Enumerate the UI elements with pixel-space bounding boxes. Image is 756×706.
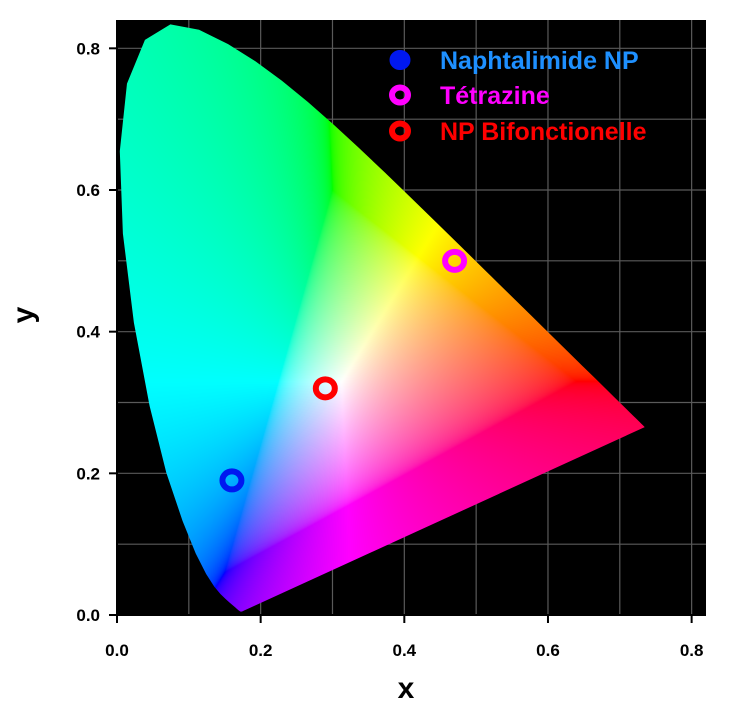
x-tick-label: 0.0 (105, 641, 129, 660)
y-axis-title: y (7, 306, 40, 323)
legend-label: Tétrazine (440, 82, 550, 110)
y-tick-label: 0.4 (76, 323, 100, 342)
legend-label: NP Bifonctionelle (440, 118, 647, 146)
legend-label: Naphtalimide NP (440, 47, 639, 75)
legend-marker (389, 84, 411, 106)
x-tick-label: 0.6 (536, 641, 560, 660)
y-tick-label: 0.8 (76, 39, 100, 58)
legend-marker (389, 50, 411, 70)
data-point-marker (442, 248, 468, 273)
y-tick-label: 0.2 (76, 464, 100, 483)
data-markers (219, 248, 468, 493)
data-point-marker (312, 376, 338, 401)
x-tick-label: 0.4 (392, 641, 416, 660)
legend-marker (389, 120, 411, 142)
axes: 0.0 0.2 0.4 0.6 0.8 0.0 0.2 0.4 0.6 0.8 (76, 20, 706, 660)
x-axis-title: x (398, 672, 415, 705)
legend: Naphtalimide NP Tétrazine NP Bifonctionell… (389, 47, 647, 146)
x-tick-label: 0.8 (680, 641, 704, 660)
data-point-marker (219, 468, 245, 493)
y-tick-label: 0.0 (76, 606, 100, 625)
y-tick-label: 0.6 (76, 181, 100, 200)
x-tick-label: 0.2 (249, 641, 273, 660)
